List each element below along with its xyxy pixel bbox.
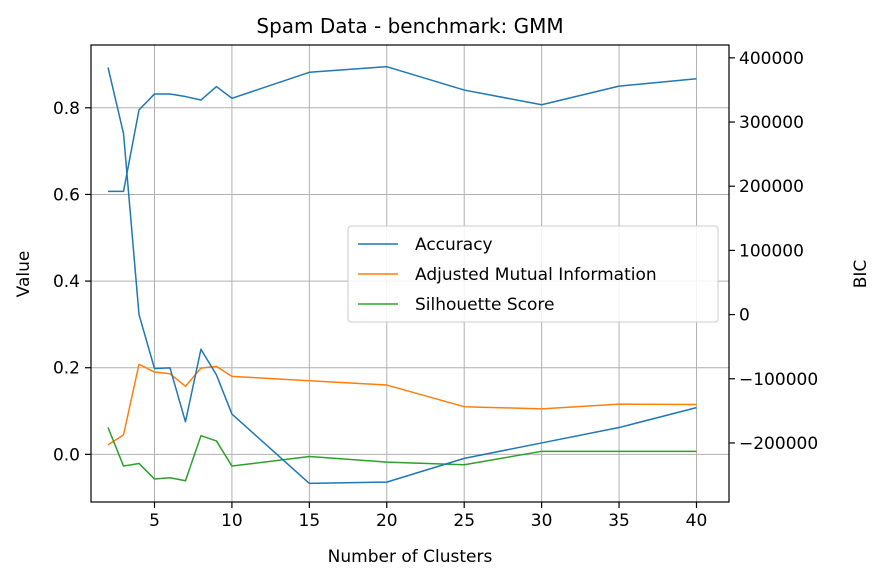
x-tick-label: 10 <box>221 511 243 531</box>
legend-label-adjusted-mutual-information: Adjusted Mutual Information <box>415 265 657 285</box>
y2-axis-label: BIC <box>851 260 871 289</box>
y2-tick-label: −200000 <box>739 434 818 454</box>
series-line-accuracy <box>108 65 697 193</box>
x-axis: 5 10 15 20 25 30 35 40 <box>149 502 707 531</box>
x-tick-label: 5 <box>149 511 160 531</box>
x-tick-label: 35 <box>608 511 630 531</box>
y-axis-left: 0.0 0.2 0.4 0.6 0.8 <box>53 99 91 465</box>
series-line-bic <box>107 67 697 485</box>
chart-title: Spam Data - benchmark: GMM <box>256 14 563 38</box>
x-tick-label: 40 <box>686 511 708 531</box>
plot-frame <box>90 44 730 503</box>
x-tick-label: 15 <box>299 511 321 531</box>
series-line-silhouette-score <box>107 427 697 482</box>
x-tick-label: 20 <box>376 511 398 531</box>
y2-tick-label: 0 <box>739 306 750 326</box>
plot-lines <box>107 65 697 485</box>
y-tick-label: 0.8 <box>53 99 80 119</box>
x-axis-label: Number of Clusters <box>328 547 493 567</box>
legend-label-accuracy: Accuracy <box>415 235 493 255</box>
y-tick-label: 0.0 <box>53 445 80 465</box>
series-line-adjusted-mutual-information <box>107 363 697 446</box>
y2-tick-label: −100000 <box>739 370 818 390</box>
legend-label-silhouette-score: Silhouette Score <box>415 295 554 315</box>
x-tick-label: 30 <box>531 511 553 531</box>
legend: Accuracy Adjusted Mutual Information Silho… <box>347 225 719 323</box>
y-axis-right: −200000 −100000 0 100000 200000 300000 400000 <box>729 49 818 454</box>
y2-tick-label: 400000 <box>739 49 804 69</box>
y-tick-label: 0.6 <box>53 185 80 205</box>
y-axis-label: Value <box>14 251 34 298</box>
y2-tick-label: 100000 <box>739 241 804 261</box>
y-tick-label: 0.2 <box>53 359 80 379</box>
x-tick-label: 25 <box>453 511 475 531</box>
legend-box <box>347 225 719 323</box>
y2-tick-label: 200000 <box>739 177 804 197</box>
y2-tick-label: 300000 <box>739 113 804 133</box>
y-tick-label: 0.4 <box>53 272 80 292</box>
